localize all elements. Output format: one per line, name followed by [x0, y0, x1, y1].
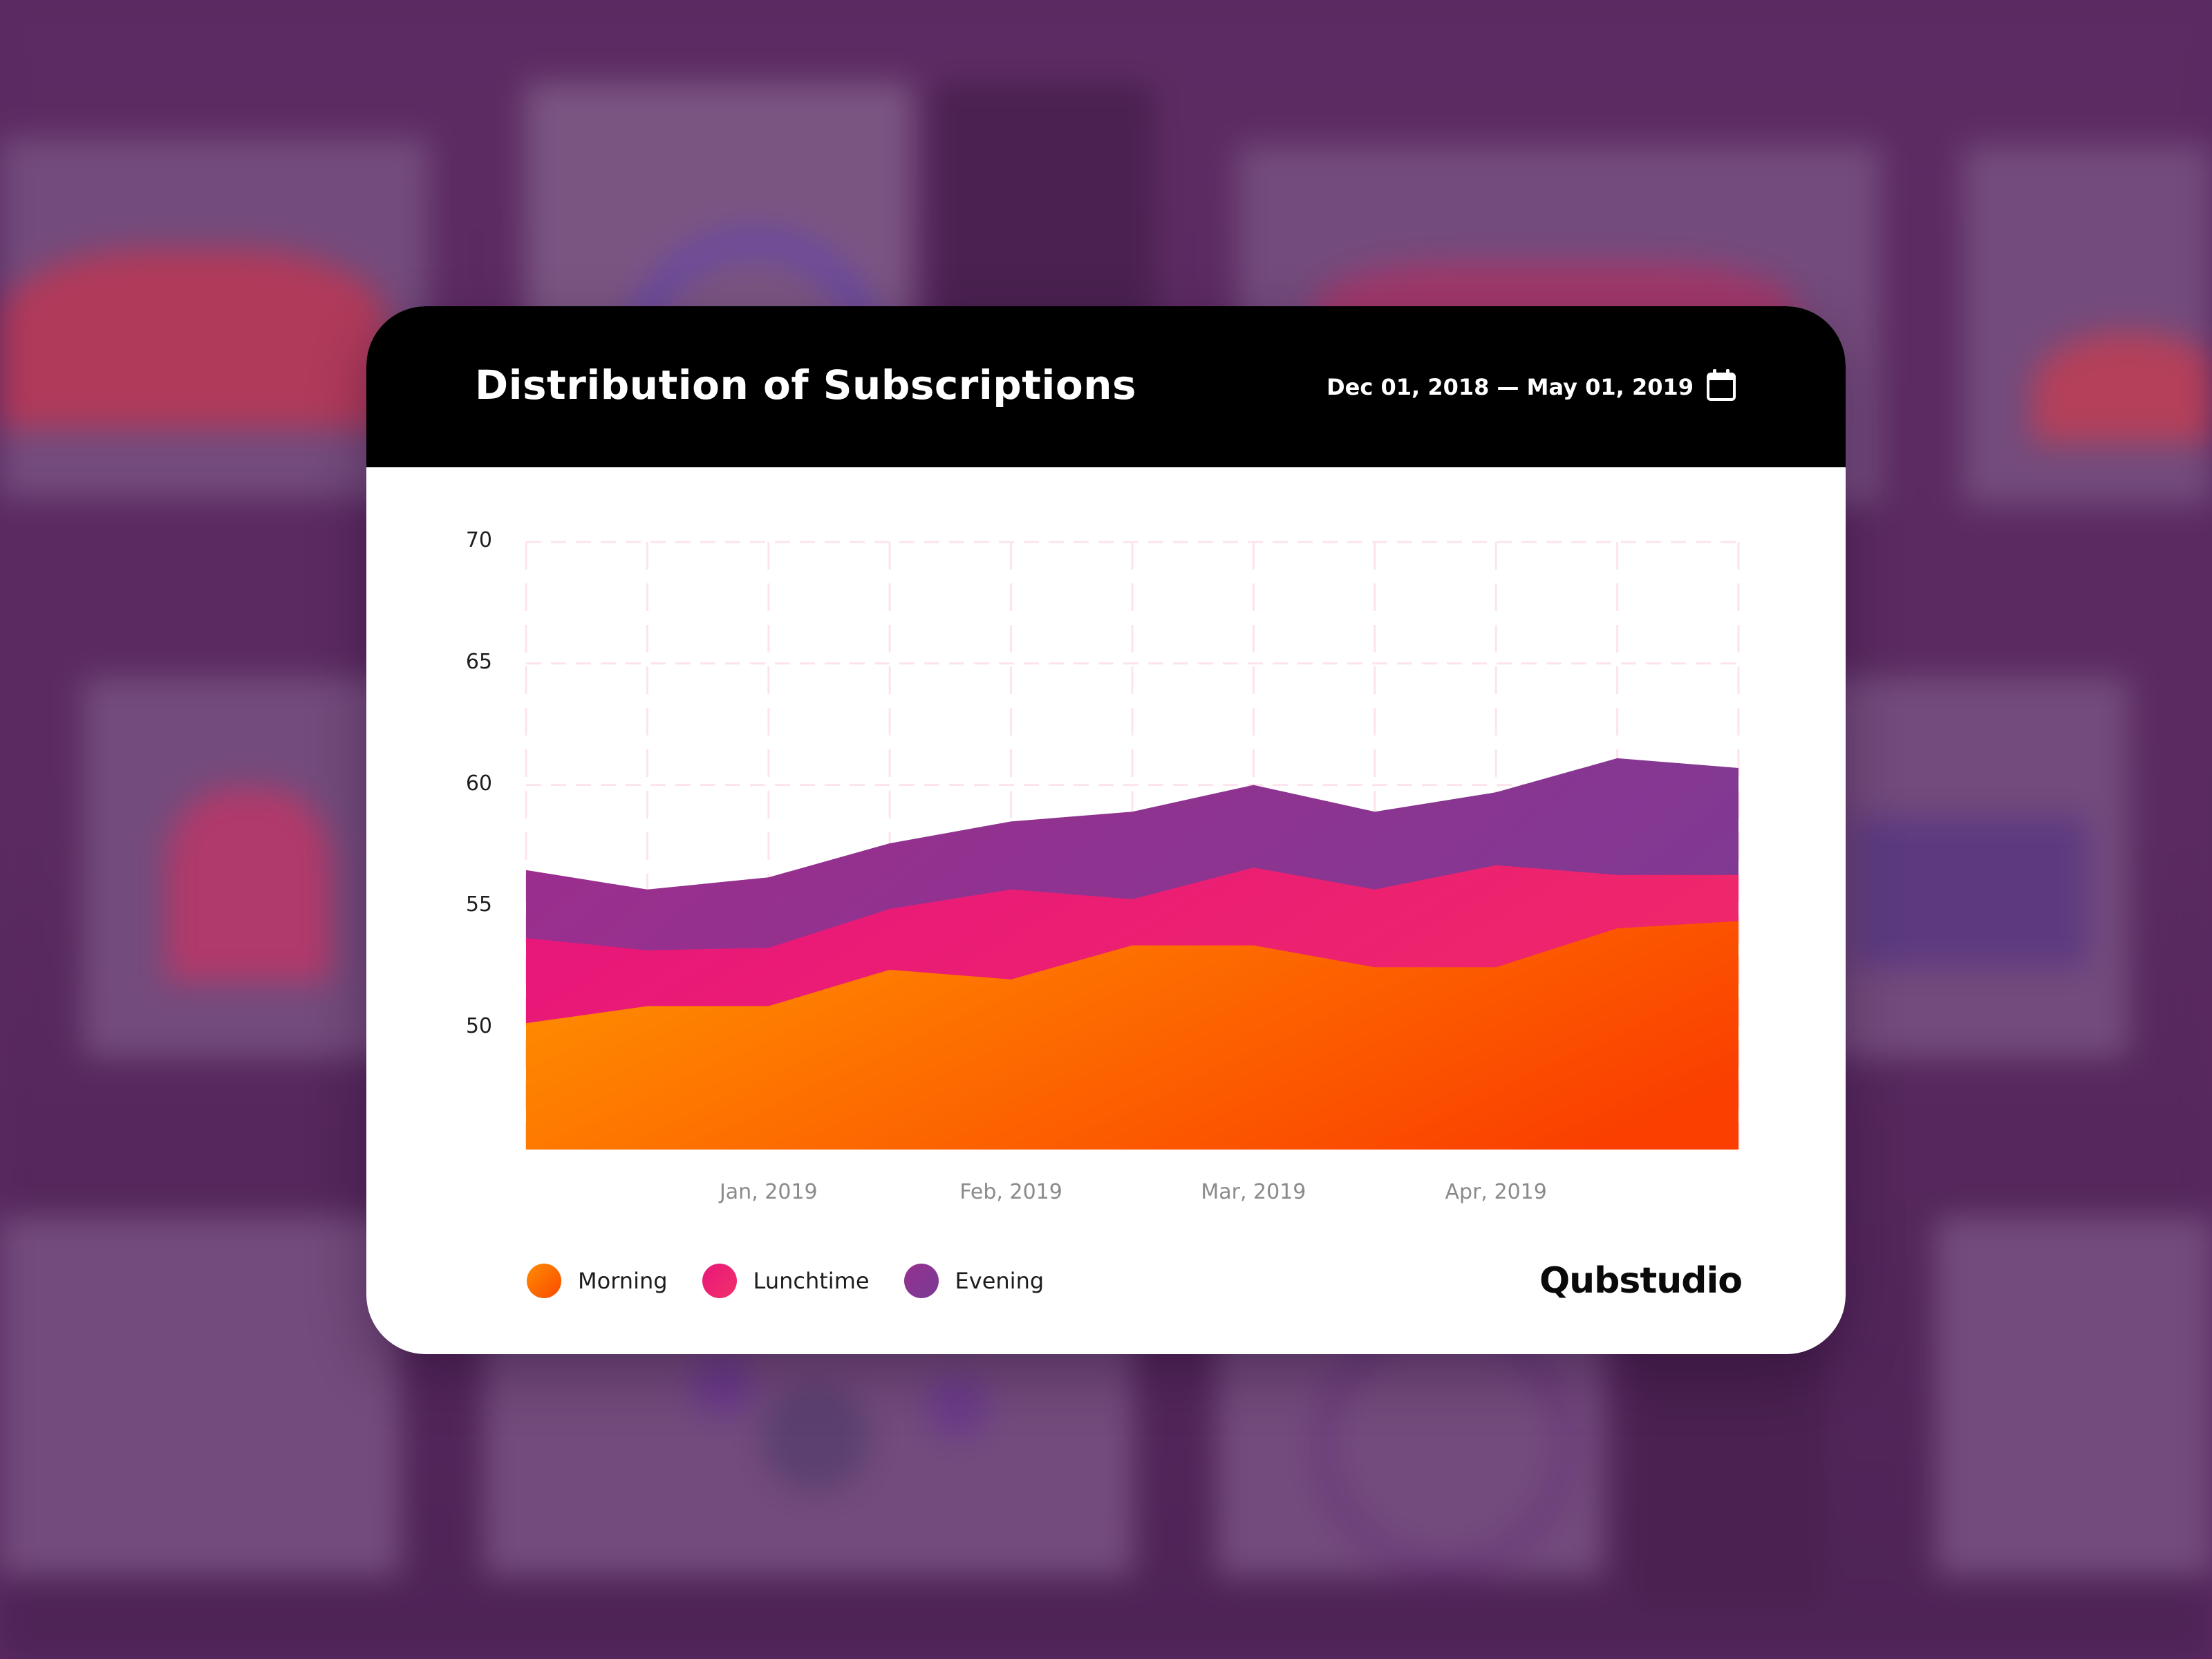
morning-dot-icon [527, 1264, 561, 1298]
chart-card: Distribution of Subscriptions Dec 01, 20… [366, 306, 1846, 1354]
chart-title: Distribution of Subscriptions [475, 362, 1137, 409]
x-tick-label: Mar, 2019 [1201, 1180, 1306, 1204]
y-tick-label: 50 [465, 1014, 492, 1039]
stacked-area-chart: 50 55 60 65 70 Jan, 2019 Feb, 2019 Mar, 2019 Ap… [366, 306, 1846, 1354]
x-tick-label: Feb, 2019 [959, 1180, 1062, 1204]
card-header: Distribution of Subscriptions Dec 01, 20… [366, 306, 1846, 467]
legend-label: Lunchtime [753, 1268, 870, 1294]
legend-item-morning[interactable]: Morning [527, 1264, 668, 1298]
legend-item-evening[interactable]: Evening [903, 1264, 1044, 1298]
x-tick-label: Jan, 2019 [719, 1180, 818, 1204]
legend-item-lunchtime[interactable]: Lunchtime [702, 1264, 870, 1298]
y-tick-label: 65 [465, 649, 492, 674]
calendar-icon[interactable] [1706, 368, 1736, 402]
chart-plot [525, 541, 1740, 1150]
qubstudio-logo: Qubstudio [1539, 1260, 1743, 1302]
legend-label: Morning [578, 1268, 668, 1294]
y-tick-label: 60 [465, 771, 492, 796]
chart-legend: Morning Lunchtime Evening [527, 1264, 1078, 1298]
evening-dot-icon [903, 1264, 939, 1298]
y-tick-label: 55 [465, 892, 492, 917]
date-range-label[interactable]: Dec 01, 2018 — May 01, 2019 [1327, 374, 1694, 400]
legend-label: Evening [955, 1268, 1044, 1294]
area-morning[interactable] [526, 921, 1738, 1150]
x-tick-label: Apr, 2019 [1445, 1180, 1547, 1204]
y-tick-label: 70 [465, 528, 492, 552]
lunchtime-dot-icon [702, 1264, 737, 1298]
